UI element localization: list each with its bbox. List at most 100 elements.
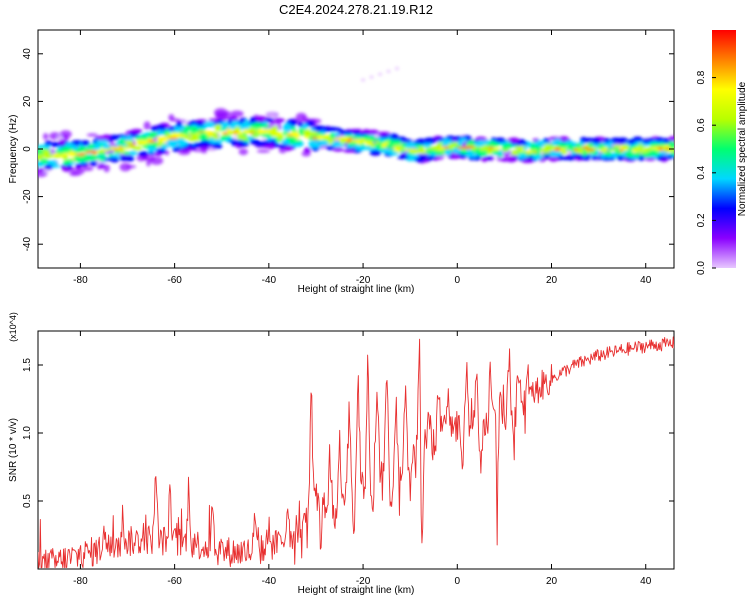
- spectrum-cell: [361, 135, 371, 141]
- spectrum-cell: [228, 124, 237, 130]
- spectrum-cell: [88, 154, 98, 161]
- spectrum-cell: [375, 141, 380, 144]
- spectrum-cell: [58, 139, 66, 145]
- spectrum-cell: [619, 148, 624, 152]
- spectrum-cell: [150, 125, 158, 132]
- spectrum-cell: [188, 132, 194, 136]
- spectrum-cell: [627, 138, 636, 145]
- spectrum-cell: [106, 148, 112, 151]
- spectrum-cell: [467, 140, 475, 146]
- spectrum-cell: [201, 149, 208, 154]
- spectrum-cell: [148, 132, 160, 137]
- spectrum-cell: [411, 149, 422, 154]
- spectrum-cell: [369, 149, 382, 156]
- spectrum-cell: [558, 136, 569, 141]
- spectrum-cell: [531, 149, 537, 153]
- spectrum-cell: [277, 135, 285, 140]
- spectrum-cell: [653, 146, 659, 150]
- spectrum-cell: [475, 136, 487, 141]
- spectrum-cell: [323, 137, 329, 140]
- spectrum-cell: [662, 138, 670, 144]
- spectrum-cell: [63, 159, 70, 166]
- spectrum-cell: [303, 133, 312, 137]
- spectrum-cell: [38, 144, 46, 149]
- spectrum-cell: [467, 145, 475, 149]
- colorbar-tick-label: 0.6: [696, 118, 707, 132]
- spectrum-cell: [657, 151, 668, 156]
- spectrum-cell: [261, 133, 271, 138]
- snr-line: [38, 336, 674, 569]
- spectrum-cell: [212, 135, 219, 140]
- spectrum-cell: [556, 142, 568, 149]
- spectrum-cell: [226, 128, 232, 133]
- spectrum-cell: [386, 69, 391, 73]
- spectrum-cell: [634, 152, 641, 158]
- spectrum-cell: [520, 140, 528, 146]
- spectrum-cell: [196, 121, 205, 127]
- spectrum-cell: [283, 123, 291, 128]
- spectrum-cell: [383, 148, 390, 154]
- spectrum-cell: [573, 148, 578, 151]
- x-tick-label: -80: [73, 275, 88, 286]
- spectrum-cell: [69, 172, 81, 177]
- spectrum-cell: [81, 166, 94, 172]
- spectrum-cell: [551, 140, 558, 145]
- x-tick-label: -40: [262, 275, 277, 286]
- spectrum-cell: [394, 67, 399, 71]
- spectrum-cell: [109, 134, 121, 140]
- spectrum-cell: [60, 147, 71, 153]
- spectrum-cell: [444, 146, 450, 150]
- y-tick-label: -40: [22, 237, 33, 252]
- spectrum-cell: [149, 156, 164, 165]
- spectrum-cell: [214, 124, 222, 131]
- colorbar: 0.0 0.2 0.4 0.6 0.8 Normalized spectral ampl…: [696, 30, 748, 275]
- spectrum-cell: [270, 130, 276, 134]
- y-tick-label: 0.5: [22, 494, 33, 508]
- spectrum-cell: [281, 139, 290, 145]
- spectrum-cell: [179, 136, 185, 139]
- spectrum-cell: [347, 141, 357, 146]
- spectrum-cell: [38, 150, 45, 155]
- spectrum-cell: [367, 129, 379, 135]
- spectrum-cell: [278, 147, 287, 154]
- y-tick-label: -20: [22, 189, 33, 204]
- spectrum-cell: [40, 153, 47, 157]
- spectrum-cell: [504, 143, 513, 149]
- spectrum-cell: [44, 156, 52, 159]
- spectrum-cell: [211, 131, 220, 135]
- snr-xlabel: Height of straight line (km): [298, 585, 415, 596]
- spectrum-cell: [214, 111, 227, 119]
- spectrum-cell: [454, 136, 461, 140]
- spectrum-cell: [130, 128, 143, 134]
- spectrum-cell: [179, 134, 187, 137]
- spectrum-cell: [420, 150, 426, 154]
- spectrum-cell: [625, 151, 635, 158]
- spectrum-cell: [176, 121, 183, 128]
- spectrum-cell: [356, 145, 367, 151]
- spectrum-cell: [492, 147, 502, 151]
- spectrum-cell: [241, 124, 250, 130]
- spectrum-cell: [316, 135, 324, 138]
- spectrum-cell: [567, 143, 573, 148]
- chart-title: C2E4.2024.278.21.19.R12: [279, 2, 433, 17]
- spectrum-cell: [450, 154, 461, 160]
- spectrum-cell: [220, 121, 229, 128]
- spectrum-cell: [68, 150, 76, 157]
- y-tick-label: 0: [22, 146, 33, 152]
- spectrum-cell: [119, 162, 132, 172]
- spectrum-cell: [290, 133, 300, 136]
- spectrum-cell: [613, 144, 622, 148]
- spectrum-cell: [649, 142, 661, 148]
- y-tick-label: 1.5: [22, 358, 33, 372]
- spectrum-cell: [582, 146, 589, 149]
- spectrum-cell: [551, 147, 556, 150]
- spectrum-cell: [102, 143, 110, 150]
- spectrum-cell: [602, 138, 611, 143]
- x-tick-label: 20: [546, 576, 558, 587]
- spectrum-cell: [385, 142, 394, 149]
- spectrum-cell: [147, 140, 156, 143]
- spectrum-cell: [156, 124, 163, 131]
- spectrum-cell: [669, 152, 674, 156]
- spectrum-cell: [44, 140, 53, 146]
- spectrum-cell: [192, 148, 204, 152]
